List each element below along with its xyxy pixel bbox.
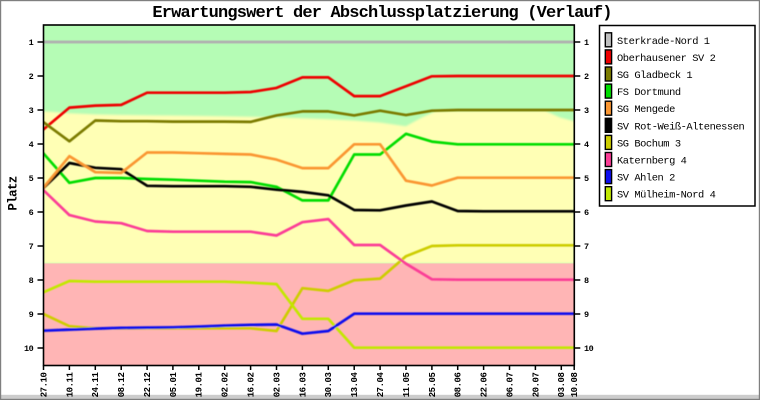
svg-text:2: 2 <box>584 72 589 82</box>
svg-text:10: 10 <box>24 344 34 354</box>
svg-text:6: 6 <box>29 208 34 218</box>
svg-text:SG Bochum 3: SG Bochum 3 <box>617 138 681 150</box>
svg-text:3: 3 <box>29 106 34 116</box>
svg-text:SG Gladbeck 1: SG Gladbeck 1 <box>617 70 692 82</box>
svg-text:05.01: 05.01 <box>169 371 179 397</box>
svg-text:10: 10 <box>584 344 594 354</box>
svg-text:FS Dortmund: FS Dortmund <box>617 87 681 99</box>
svg-text:10.08: 10.08 <box>570 372 580 397</box>
svg-text:08.06: 08.06 <box>454 372 464 397</box>
svg-text:2: 2 <box>29 72 34 82</box>
svg-text:1: 1 <box>29 38 34 48</box>
svg-text:Sterkrade-Nord 1: Sterkrade-Nord 1 <box>617 36 710 48</box>
svg-text:3: 3 <box>584 106 589 116</box>
svg-text:Katernberg 4: Katernberg 4 <box>617 156 687 168</box>
svg-text:SV Rot-Weiß-Altenessen: SV Rot-Weiß-Altenessen <box>617 121 744 133</box>
svg-text:SV Ahlen 2: SV Ahlen 2 <box>617 173 675 185</box>
svg-text:16.03: 16.03 <box>298 372 308 397</box>
svg-text:Erwartungswert der Abschlusspl: Erwartungswert der Abschlussplatzierung … <box>152 4 611 23</box>
svg-text:11.05: 11.05 <box>402 372 412 397</box>
svg-text:8: 8 <box>29 276 34 286</box>
svg-text:5: 5 <box>584 174 589 184</box>
svg-text:03.08: 03.08 <box>557 372 567 397</box>
svg-text:Platz: Platz <box>6 176 20 210</box>
svg-text:SV Mülheim-Nord 4: SV Mülheim-Nord 4 <box>617 190 716 202</box>
svg-text:22.12: 22.12 <box>143 372 153 397</box>
svg-text:06.07: 06.07 <box>505 372 515 397</box>
svg-text:22.06: 22.06 <box>480 372 490 397</box>
svg-text:27.04: 27.04 <box>376 371 386 397</box>
svg-text:8: 8 <box>584 276 589 286</box>
svg-text:7: 7 <box>29 242 34 252</box>
svg-text:5: 5 <box>29 174 34 184</box>
svg-text:SG Mengede: SG Mengede <box>617 104 675 116</box>
svg-text:7: 7 <box>584 242 589 252</box>
svg-text:4: 4 <box>29 140 34 150</box>
svg-text:4: 4 <box>584 140 589 150</box>
svg-text:25.05: 25.05 <box>428 372 438 397</box>
svg-text:9: 9 <box>584 310 589 320</box>
svg-text:30.03: 30.03 <box>324 372 334 397</box>
svg-text:24.11: 24.11 <box>91 371 101 397</box>
svg-text:10.11: 10.11 <box>65 371 75 397</box>
svg-text:9: 9 <box>29 310 34 320</box>
svg-text:13.04: 13.04 <box>350 371 360 397</box>
svg-text:Oberhausener SV 2: Oberhausener SV 2 <box>617 53 716 65</box>
svg-text:16.02: 16.02 <box>247 372 257 397</box>
svg-text:6: 6 <box>584 208 589 218</box>
svg-text:08.12: 08.12 <box>117 372 127 397</box>
svg-text:27.10: 27.10 <box>39 372 49 397</box>
svg-text:02.02: 02.02 <box>221 372 231 397</box>
svg-text:20.07: 20.07 <box>531 372 541 397</box>
svg-text:02.03: 02.03 <box>272 372 282 397</box>
svg-text:19.01: 19.01 <box>195 371 205 397</box>
svg-text:1: 1 <box>584 38 589 48</box>
